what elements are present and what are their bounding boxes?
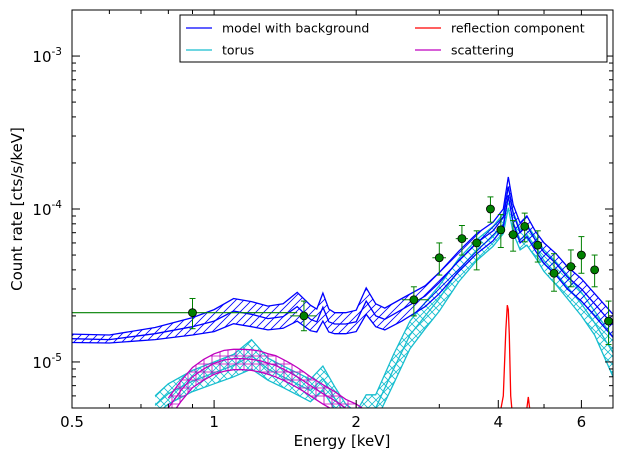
legend-label: reflection component bbox=[451, 21, 585, 36]
scattering-lower-line bbox=[175, 369, 332, 408]
reflection-component-line bbox=[500, 305, 531, 408]
y-tick-label: 10-3 bbox=[32, 46, 62, 66]
data-point bbox=[548, 253, 560, 292]
data-point bbox=[455, 225, 468, 256]
scattering-line bbox=[167, 358, 348, 408]
data-point-marker bbox=[299, 311, 309, 321]
data-point bbox=[290, 300, 317, 332]
data-point-marker bbox=[520, 221, 530, 231]
plot-area bbox=[72, 176, 613, 408]
model-with-background-line bbox=[72, 186, 613, 341]
scattering-upper-line bbox=[167, 348, 364, 408]
data-point-marker bbox=[566, 262, 576, 272]
x-tick-label: 6 bbox=[577, 413, 587, 431]
data-point-marker bbox=[409, 295, 419, 305]
data-point bbox=[565, 249, 577, 288]
x-tick-label: 0.5 bbox=[60, 413, 84, 431]
data-point bbox=[486, 196, 495, 223]
model-with-background-lower-line bbox=[72, 195, 613, 344]
data-point-marker bbox=[604, 316, 613, 326]
data-point-marker bbox=[434, 253, 444, 263]
legend-label: torus bbox=[222, 43, 254, 58]
y-tick-label: 10-5 bbox=[32, 352, 62, 372]
y-tick-label: 10-4 bbox=[32, 199, 62, 219]
data-point bbox=[604, 300, 613, 346]
x-axis-label: Energy [keV] bbox=[294, 432, 391, 450]
data-point bbox=[576, 236, 586, 274]
data-point-marker bbox=[188, 308, 197, 318]
data-point bbox=[533, 230, 543, 263]
legend: model with background torus reflection com… bbox=[179, 14, 608, 63]
legend-box bbox=[179, 14, 608, 63]
data-point-marker bbox=[549, 268, 559, 278]
data-point-marker bbox=[508, 230, 518, 240]
axes: 0.5 1 2 4 6 10-5 10-4 10-3 bbox=[32, 10, 613, 431]
data-point-marker bbox=[576, 250, 586, 260]
plot-background bbox=[72, 10, 613, 408]
data-point bbox=[590, 254, 600, 288]
torus-band bbox=[155, 186, 613, 408]
data-point bbox=[188, 297, 197, 330]
x-tick-label: 4 bbox=[494, 413, 504, 431]
data-point bbox=[470, 230, 483, 271]
data-point-marker bbox=[457, 234, 467, 244]
data-point bbox=[520, 212, 530, 243]
model-with-background-upper-line bbox=[72, 176, 613, 336]
y-axis-label: Count rate [cts/s/keV] bbox=[8, 127, 26, 291]
data-point-marker bbox=[496, 225, 506, 235]
scattering-band bbox=[168, 349, 363, 408]
data-point bbox=[496, 214, 506, 249]
data-point-marker bbox=[533, 240, 543, 250]
data-point bbox=[401, 286, 429, 317]
legend-label: model with background bbox=[222, 21, 369, 36]
data-point bbox=[432, 242, 447, 276]
data-point-marker bbox=[590, 265, 600, 275]
legend-label: scattering bbox=[451, 43, 514, 58]
data-point-marker bbox=[472, 238, 482, 248]
data-point-marker bbox=[486, 204, 495, 214]
data-point bbox=[508, 220, 518, 252]
x-tick-label: 2 bbox=[351, 413, 361, 431]
x-tick-label: 1 bbox=[209, 413, 219, 431]
